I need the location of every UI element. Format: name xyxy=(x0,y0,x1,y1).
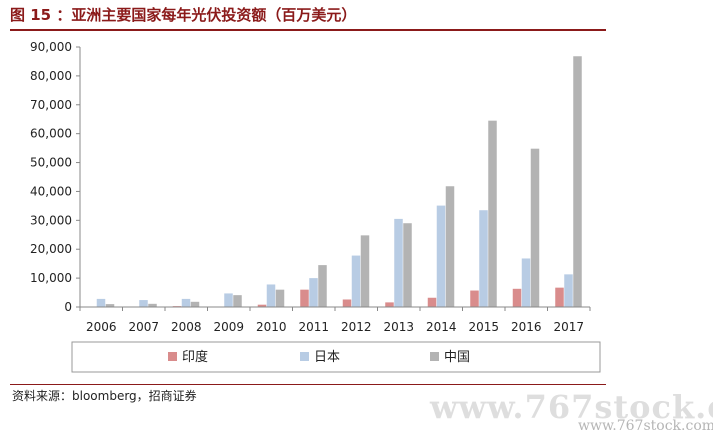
bar-japan xyxy=(224,293,233,307)
bar-india xyxy=(555,287,564,307)
bar-china xyxy=(275,289,285,307)
x-tick-label: 2017 xyxy=(553,320,584,334)
bar-india xyxy=(470,290,479,307)
source-note: 资料来源：bloomberg，招商证券 xyxy=(12,389,197,403)
bar-japan xyxy=(479,210,488,307)
x-tick-label: 2013 xyxy=(383,320,414,334)
legend: 印度 日本 中国 xyxy=(71,341,601,373)
legend-label: 日本 xyxy=(314,350,340,365)
bar-china xyxy=(233,295,242,307)
bar-china xyxy=(318,265,327,307)
bar-india xyxy=(427,297,437,307)
watermark-text: www.767stock.com xyxy=(430,388,713,426)
y-tick-label: 70,000 xyxy=(30,98,72,112)
x-tick-label: 2010 xyxy=(256,320,287,334)
title-rule xyxy=(10,29,606,31)
bar-india xyxy=(512,288,522,307)
y-tick-label: 20,000 xyxy=(30,242,72,256)
y-tick-label: 10,000 xyxy=(30,271,72,285)
bar-japan xyxy=(564,274,573,307)
y-tick-label: 80,000 xyxy=(30,69,72,83)
x-tick-label: 2011 xyxy=(298,320,329,334)
bar-india xyxy=(342,299,352,307)
bar-china xyxy=(360,235,370,307)
legend-swatch xyxy=(430,352,439,361)
bar-japan xyxy=(521,258,531,307)
y-tick-label: 40,000 xyxy=(30,184,72,198)
y-tick-label: 0 xyxy=(64,300,72,314)
legend-swatch xyxy=(168,352,177,361)
bar-japan xyxy=(309,278,318,307)
bar-china xyxy=(190,301,200,307)
y-tick-label: 30,000 xyxy=(30,213,72,227)
bar-china xyxy=(105,304,115,307)
bar-china xyxy=(148,303,157,307)
x-tick-label: 2015 xyxy=(468,320,499,334)
y-tick-label: 90,000 xyxy=(30,40,72,54)
bar-china xyxy=(573,56,582,307)
bar-japan xyxy=(266,284,276,307)
x-tick-label: 2008 xyxy=(171,320,202,334)
bar-chart: 0 10,000 20,000 30,000 40,000 50,000 60,000 70,… xyxy=(30,40,601,373)
x-tick-label: 2014 xyxy=(426,320,457,334)
bar-japan xyxy=(351,255,361,307)
legend-label: 印度 xyxy=(182,349,208,365)
bar-china xyxy=(530,148,540,307)
x-tick-label: 2016 xyxy=(511,320,542,334)
legend-label: 中国 xyxy=(444,350,470,365)
bar-india xyxy=(385,302,394,307)
legend-box xyxy=(71,341,601,373)
bar-india xyxy=(257,304,267,307)
x-tick-label: 2006 xyxy=(86,320,117,334)
bar-china xyxy=(488,120,497,308)
bar-japan xyxy=(181,298,191,307)
figure-title: 图 15 ：亚洲主要国家每年光伏投资额（百万美元） xyxy=(10,6,357,24)
bar-japan xyxy=(436,205,446,307)
x-tick-label: 2009 xyxy=(213,320,244,334)
bars-group xyxy=(96,56,582,308)
bar-japan xyxy=(139,300,148,307)
x-tick-label: 2012 xyxy=(341,320,372,334)
bar-japan xyxy=(96,298,106,307)
y-axis: 0 10,000 20,000 30,000 40,000 50,000 60,000 70,… xyxy=(30,40,81,314)
legend-swatch xyxy=(300,352,309,361)
bar-china xyxy=(445,186,455,307)
bar-china xyxy=(403,223,412,307)
watermark-small-text: www.767stock.com xyxy=(578,418,713,434)
y-tick-label: 60,000 xyxy=(30,127,72,141)
x-tick-label: 2007 xyxy=(128,320,159,334)
bar-india xyxy=(300,289,309,307)
y-tick-label: 50,000 xyxy=(30,156,72,170)
x-axis: 2006 2007 2008 2009 2010 2011 2012 2013 2014 2015… xyxy=(79,306,591,334)
bar-japan xyxy=(394,218,403,307)
source-rule xyxy=(10,384,606,385)
